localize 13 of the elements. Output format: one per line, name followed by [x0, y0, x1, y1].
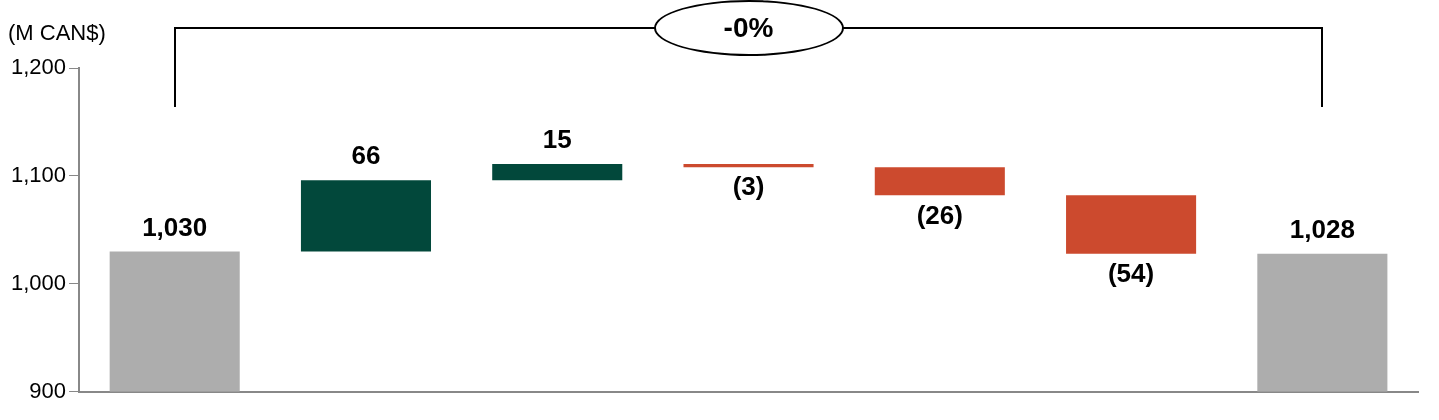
y-tick-label: 1,200 — [10, 54, 67, 80]
y-axis-title: (M CAN$) — [8, 20, 106, 46]
text: -0% — [723, 12, 774, 44]
data-label: (26) — [916, 199, 963, 230]
data-label: (3) — [732, 171, 765, 202]
y-tick-label: 1,000 — [10, 269, 67, 295]
data-label: 66 — [351, 140, 381, 171]
data-label: (54) — [1107, 257, 1155, 288]
y-tick-label: 1,100 — [10, 162, 67, 187]
y-tick-label: 900 — [29, 377, 67, 403]
data-label: 1,030 — [142, 211, 208, 242]
data-label: 15 — [542, 124, 572, 155]
data-label: 1,028 — [1289, 213, 1355, 244]
